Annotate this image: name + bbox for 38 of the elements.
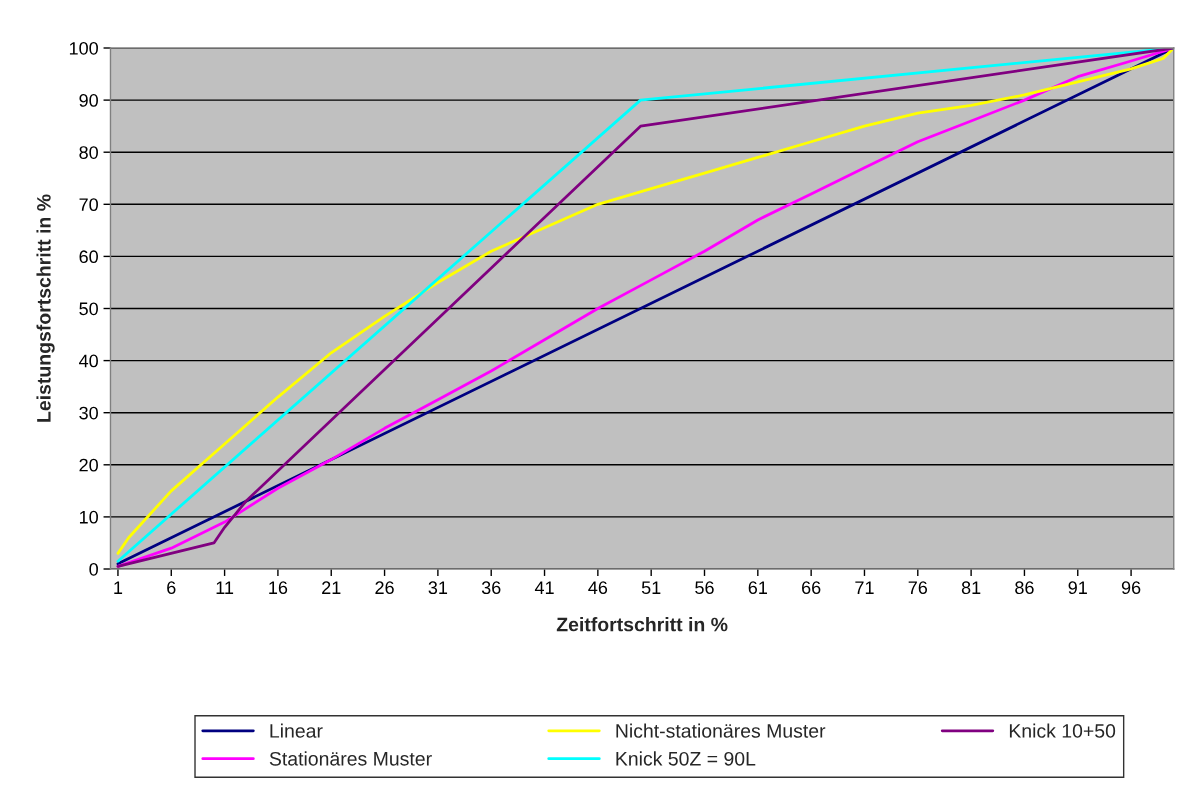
y-tick-label: 70 [79,198,98,212]
x-tick-label: 76 [908,581,928,595]
x-tick-label: 51 [641,581,661,595]
y-tick-label: 80 [79,146,98,159]
y-tick-label: 10 [79,510,98,524]
y-tick-label: 60 [79,250,98,264]
x-tick-label: 46 [588,581,608,595]
y-tick-label: 50 [79,302,98,316]
y-axis-title: Leistungsfortschritt in % [36,194,55,422]
x-tick-label: 96 [1121,581,1141,595]
y-tick-label: 100 [69,41,98,55]
x-tick-label: 31 [428,581,448,595]
y-tick-label: 0 [89,562,98,576]
x-tick-label: 11 [216,581,234,594]
legend-label: Stationäres Muster [269,751,432,766]
legend-label: Knick 10+50 [1009,723,1116,738]
y-tick-label: 30 [79,406,98,420]
legend-label: Nicht-stationäres Muster [616,723,826,738]
x-tick-label: 6 [167,581,176,595]
x-tick-label: 71 [855,581,874,594]
legend-label: Knick 50Z = 90L [616,751,756,766]
x-tick-label: 16 [269,581,288,595]
x-tick-label: 41 [534,581,554,594]
x-tick-label: 91 [1068,581,1087,595]
x-tick-label: 1 [114,581,123,594]
x-tick-label: 26 [375,581,394,595]
y-tick-label: 40 [79,354,98,368]
x-axis-title: Zeitfortschritt in % [556,617,728,632]
x-tick-label: 36 [481,581,501,595]
x-tick-label: 61 [748,581,767,595]
legend-label: Linear [270,723,323,738]
x-tick-label: 66 [802,581,821,595]
x-tick-label: 86 [1015,581,1034,595]
x-tick-label: 81 [961,581,981,595]
y-tick-label: 20 [79,458,98,472]
y-tick-label: 90 [79,94,98,107]
x-tick-label: 21 [322,581,341,594]
x-tick-label: 56 [695,581,714,595]
